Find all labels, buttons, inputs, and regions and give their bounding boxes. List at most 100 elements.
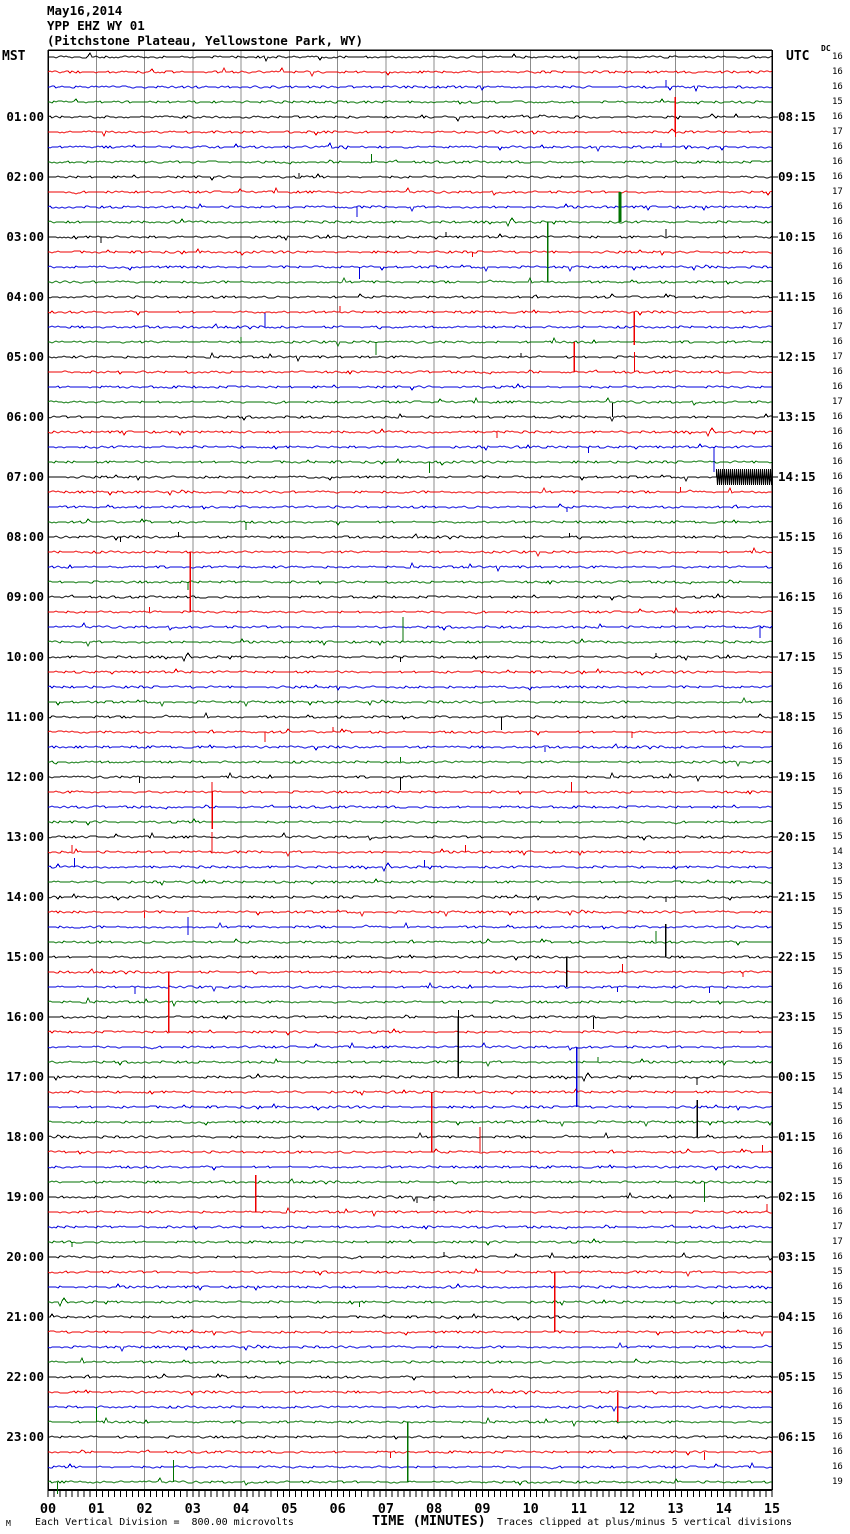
dc-offset-value: 16 [832, 622, 843, 632]
dc-offset-value: 15 [832, 1417, 843, 1427]
mst-label: 19:00 [6, 1189, 44, 1204]
dc-offset-value: 15 [832, 757, 843, 767]
dc-offset-value: 16 [832, 112, 843, 122]
dc-offset-value: 16 [832, 367, 843, 377]
trace-row-73 [47, 1131, 773, 1139]
trace-row-95 [47, 1461, 773, 1470]
trace-row-89 [48, 1373, 773, 1381]
mst-label: 22:00 [6, 1369, 44, 1384]
trace-row-1 [48, 52, 773, 63]
dc-offset-value: 14 [832, 1087, 843, 1097]
trace-row-47 [48, 743, 773, 751]
mst-label: 04:00 [6, 289, 44, 304]
dc-offset-value: 16 [832, 472, 843, 482]
trace-row-59 [48, 921, 772, 930]
minute-label: 00 [39, 1501, 57, 1517]
left-timezone-label: MST [2, 49, 26, 64]
trace-row-88 [48, 1356, 773, 1365]
x-axis-title: TIME (MINUTES) [372, 1513, 486, 1529]
trace-row-14 [48, 248, 772, 256]
trace-row-96 [47, 1477, 772, 1486]
trace-row-62 [48, 968, 772, 975]
mst-label: 12:00 [6, 769, 44, 784]
minute-label: 12 [619, 1501, 636, 1517]
trace-row-48 [48, 760, 773, 768]
trace-row-90 [48, 1388, 773, 1396]
dc-offset-value: 15 [832, 787, 843, 797]
mst-label: 17:00 [6, 1069, 44, 1084]
mst-label: 01:00 [6, 109, 44, 124]
trace-row-78 [48, 1206, 772, 1218]
trace-row-71 [48, 1103, 773, 1111]
dc-offset-value: 16 [832, 517, 843, 527]
dc-offset-value: 15 [832, 607, 843, 617]
mst-label: 07:00 [6, 469, 44, 484]
dc-offset-value: 16 [832, 1042, 843, 1052]
trace-row-30 [48, 486, 772, 496]
minute-label: 07 [377, 1501, 394, 1517]
utc-label: 13:15 [778, 409, 816, 424]
minute-label: 14 [715, 1501, 732, 1517]
trace-row-34 [48, 546, 773, 558]
dc-offset-value: 15 [832, 1177, 843, 1187]
mst-label: 15:00 [6, 949, 44, 964]
trace-row-35 [48, 561, 773, 573]
trace-row-86 [47, 1329, 772, 1338]
dc-offset-value: 16 [832, 1252, 843, 1262]
dc-offset-value: 15 [832, 937, 843, 947]
trace-row-82 [47, 1268, 773, 1278]
dc-offset-value: 16 [832, 172, 843, 182]
minute-label: 06 [329, 1501, 346, 1517]
dc-offset-value: 16 [832, 217, 843, 227]
dc-offset-value: 16 [832, 427, 843, 437]
trace-row-36 [47, 579, 773, 585]
dc-offset-value: 16 [832, 442, 843, 452]
dc-offset-value: 16 [832, 682, 843, 692]
trace-row-75 [47, 1164, 773, 1171]
dc-offset-value: 13 [832, 862, 843, 872]
trace-row-32 [48, 518, 773, 526]
trace-row-2 [47, 66, 773, 78]
trace-row-7 [47, 141, 773, 153]
mst-label: 05:00 [6, 349, 44, 364]
trace-row-58 [48, 909, 772, 918]
dc-offset-value: 16 [832, 817, 843, 827]
mst-label: 23:00 [6, 1429, 44, 1444]
trace-row-3 [48, 85, 773, 93]
minute-label: 15 [763, 1501, 781, 1517]
dc-offset-value: 16 [832, 277, 843, 287]
mst-label: 10:00 [6, 649, 44, 664]
dc-offset-value: 15 [832, 667, 843, 677]
dc-offset-value: 16 [832, 742, 843, 752]
trace-row-15 [47, 264, 773, 273]
dc-offset-value: 16 [832, 697, 843, 707]
trace-row-76 [48, 1178, 772, 1185]
trace-row-67 [47, 1041, 772, 1051]
dc-offset-value: 16 [832, 262, 843, 272]
minute-label: 02 [136, 1501, 153, 1517]
trace-row-50 [48, 790, 772, 795]
dc-offset-value: 16 [832, 1117, 843, 1127]
minute-label: 10 [522, 1501, 539, 1517]
trace-row-25 [47, 413, 772, 423]
dc-offset-value: 16 [832, 307, 843, 317]
dc-offset-value: 15 [832, 892, 843, 902]
trace-row-44 [48, 696, 773, 708]
dc-offset-value: 16 [832, 457, 843, 467]
dc-offset-value: 16 [832, 1462, 843, 1472]
trace-row-52 [48, 818, 773, 826]
minute-label: 13 [667, 1501, 684, 1517]
utc-label: 16:15 [778, 589, 816, 604]
mst-label: 21:00 [6, 1309, 44, 1324]
dc-offset-value: 16 [832, 1207, 843, 1217]
dc-offset-value: 15 [832, 1027, 843, 1037]
utc-label: 01:15 [778, 1129, 816, 1144]
dc-offset-value: 16 [832, 142, 843, 152]
trace-row-92 [47, 1416, 772, 1428]
dc-offset-value: 16 [832, 1357, 843, 1367]
utc-label: 12:15 [778, 349, 816, 364]
utc-label: 10:15 [778, 229, 816, 244]
dc-offset-value: 16 [832, 1192, 843, 1202]
station-label: YPP EHZ WY 01 [47, 18, 145, 33]
utc-label: 09:15 [778, 169, 816, 184]
